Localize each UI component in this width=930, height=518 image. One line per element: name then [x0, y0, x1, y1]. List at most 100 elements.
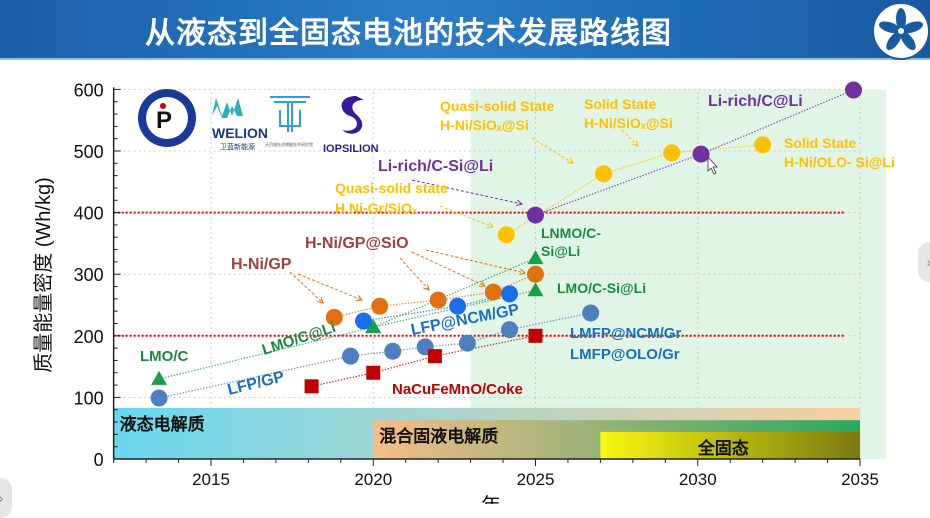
- point-lmo2: [527, 282, 544, 297]
- point-lfp: [458, 334, 476, 352]
- phase-label: 全固态: [697, 438, 749, 458]
- y-axis-label: 质量能量密度 (Wh/kg): [32, 177, 55, 373]
- x-tick-label: 2015: [192, 470, 230, 489]
- label-li-rich-c-si: Li-rich/C-Si@Li: [378, 158, 493, 175]
- cas-logo: [872, 2, 930, 60]
- point-lirich: [527, 206, 544, 224]
- point-na: [427, 349, 442, 364]
- point-lfpncm: [501, 285, 519, 303]
- axes: 0 100 200 300 400 500 600 2015 2020 2025 2030 2035: [74, 80, 879, 489]
- welion-logo: WELION 卫蓝新能源: [212, 98, 268, 151]
- y-tick-label: 400: [74, 204, 104, 224]
- label-lnmo-b: Si@Li: [541, 243, 580, 259]
- annotation-arrow: [531, 137, 574, 164]
- logos: P WELION 卫蓝新能源 天目湖先进储能技术研究院 IOPSILION: [138, 89, 379, 155]
- svg-text:P: P: [156, 107, 172, 134]
- annotation-arrow: [439, 205, 494, 228]
- arrow-head: [486, 222, 494, 229]
- label-lmo-c-li: LMO/C@Li: [260, 319, 338, 359]
- phase-bar: [600, 431, 860, 459]
- label-lfp-gp: LFP/GP: [226, 368, 286, 399]
- label-quasi-1a: Quasi-solid state: [335, 180, 448, 196]
- label-h-ni-gp: H-Ni/GP: [231, 256, 292, 273]
- point-hni: [527, 265, 544, 283]
- label-quasi-1b: H Ni-Gr/SiOₓ: [335, 200, 418, 216]
- welion-cn-text: 卫蓝新能源: [220, 142, 255, 151]
- iopsilion-text: IOPSILION: [323, 143, 379, 155]
- point-lmo2: [365, 319, 382, 334]
- label-solid-2a: Solid State: [784, 135, 857, 151]
- y-tick-label: 600: [74, 80, 104, 100]
- reference-lines: [113, 211, 844, 337]
- annotation-arrows: [289, 129, 639, 304]
- y-tick-label: 200: [74, 327, 104, 347]
- label-quasi-2a: Quasi-solid State: [440, 98, 555, 114]
- point-na: [366, 365, 381, 380]
- tianmu-logo: [270, 96, 310, 132]
- annotation-arrow: [411, 179, 523, 205]
- point-lirich: [845, 81, 863, 99]
- x-tick-label: 2030: [679, 470, 717, 489]
- label-h-ni-gp-sio: H-Ni/GP@SiO: [305, 235, 409, 252]
- y-tick-label: 0: [94, 450, 104, 470]
- point-solid: [595, 165, 613, 183]
- label-lnmo-a: LNMO/C-: [541, 225, 601, 241]
- arrow-head: [566, 157, 574, 164]
- label-na: NaCuFeMnO/Coke: [392, 381, 523, 398]
- point-lfp: [150, 389, 168, 407]
- x-axis-label: 年: [481, 494, 501, 504]
- point-solid: [497, 226, 515, 244]
- label-solid-1b: H-Ni/SiOₓ@Si: [584, 115, 673, 131]
- arrow-head: [317, 297, 324, 304]
- y-tick-label: 100: [74, 388, 104, 408]
- trend-line-na: [311, 335, 536, 387]
- x-tick-label: 2020: [354, 470, 392, 489]
- point-lfp: [384, 342, 402, 360]
- iopsilion-logo: IOPSILION: [323, 96, 379, 155]
- label-lmfp-olo: LMFP@OLO/Gr: [570, 346, 680, 363]
- next-slide-button[interactable]: ›: [918, 242, 930, 282]
- point-hni: [371, 297, 389, 315]
- arrow-head: [355, 295, 363, 302]
- label-lmo-c: LMO/C: [140, 348, 188, 365]
- point-lmo: [527, 250, 544, 265]
- point-lfp: [342, 347, 360, 365]
- label-solid-1a: Solid State: [584, 96, 657, 112]
- x-tick-label: 2025: [517, 470, 555, 489]
- annotation-arrow: [297, 273, 363, 301]
- label-lmo-c-si-li: LMO/C-Si@Li: [557, 280, 646, 296]
- annotation-arrow: [621, 129, 639, 147]
- point-hni: [429, 291, 447, 309]
- label-li-rich-c-li: Li-rich/C@Li: [708, 93, 803, 110]
- phase-label: 混合固液电解质: [379, 426, 498, 446]
- prev-slide-button[interactable]: ›: [0, 478, 12, 518]
- mouse-cursor-icon: [707, 155, 718, 175]
- point-lfp: [501, 321, 519, 339]
- point-lfpncm: [355, 312, 373, 330]
- point-lirich: [692, 145, 710, 163]
- point-lmo: [151, 370, 168, 385]
- point-lfpncm: [449, 297, 467, 315]
- point-hni: [325, 308, 343, 326]
- iop-logo: P: [138, 89, 196, 147]
- y-tick-label: 300: [74, 265, 104, 285]
- x-tick-label: 2035: [841, 470, 879, 489]
- point-solid: [754, 136, 772, 154]
- arrow-head: [478, 280, 486, 287]
- trend-line-solid: [505, 144, 763, 236]
- phase-label: 液态电解质: [120, 414, 205, 434]
- arrow-head: [519, 268, 527, 276]
- point-na: [528, 328, 543, 343]
- point-na: [304, 379, 319, 394]
- label-solid-2b: H-Ni/OLO- Si@Li: [784, 154, 895, 170]
- arrow-head: [632, 140, 639, 147]
- header-banner: 从液态到全固态电池的技术发展路线图: [0, 0, 930, 60]
- label-quasi-2b: H-Ni/SiOₓ@Si: [440, 117, 529, 133]
- tianmu-text: 天目湖先进储能技术研究院: [265, 141, 313, 147]
- point-hni: [484, 283, 502, 301]
- arrow-head: [423, 284, 430, 291]
- point-lfp: [582, 304, 600, 322]
- annotation-arrow: [399, 257, 430, 291]
